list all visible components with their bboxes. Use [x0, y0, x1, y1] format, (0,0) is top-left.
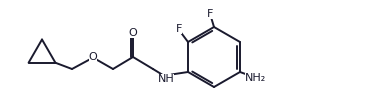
Text: F: F — [176, 24, 182, 34]
Text: O: O — [128, 28, 137, 38]
Text: NH₂: NH₂ — [245, 73, 266, 83]
Text: NH: NH — [158, 74, 174, 83]
Text: O: O — [89, 52, 97, 62]
Text: F: F — [207, 9, 213, 19]
